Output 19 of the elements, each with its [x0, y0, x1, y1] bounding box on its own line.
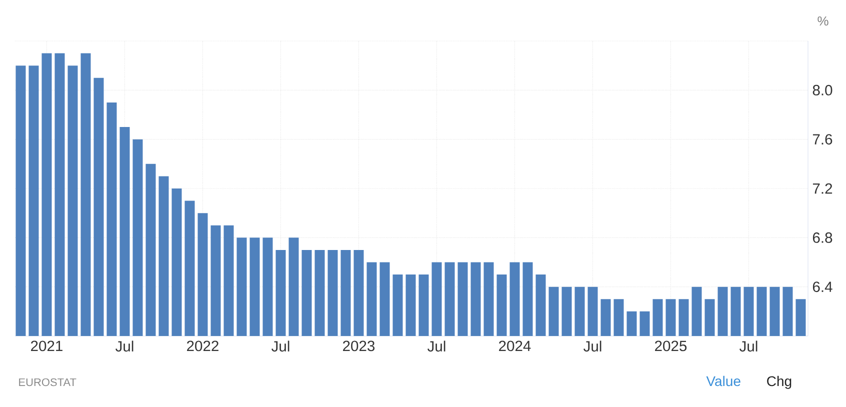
text: EUROSTAT: [19, 378, 76, 386]
x-tick-label: 2021: [31, 340, 62, 352]
text: Chg: [767, 376, 792, 389]
x-tick-label: Jul: [584, 340, 602, 352]
y-tick-label: 7.6: [812, 134, 832, 145]
text: Value: [706, 376, 740, 386]
y-tick-label: 8.0: [812, 84, 832, 96]
x-tick-label: 2022: [187, 340, 218, 352]
y-tick-label: 6.4: [812, 282, 832, 292]
x-tick-label: Jul: [115, 340, 134, 352]
x-tick-label: 2023: [343, 340, 375, 352]
x-tick-label: 2024: [499, 340, 531, 352]
x-tick-label: Jul: [428, 340, 446, 352]
y-axis-title: %: [818, 16, 828, 26]
x-tick-label: Jul: [271, 340, 290, 352]
x-tick-label: 2025: [655, 340, 687, 352]
y-tick-label: 7.2: [812, 183, 832, 194]
x-tick-label: Jul: [740, 340, 758, 352]
y-tick-label: 6.8: [812, 232, 832, 243]
